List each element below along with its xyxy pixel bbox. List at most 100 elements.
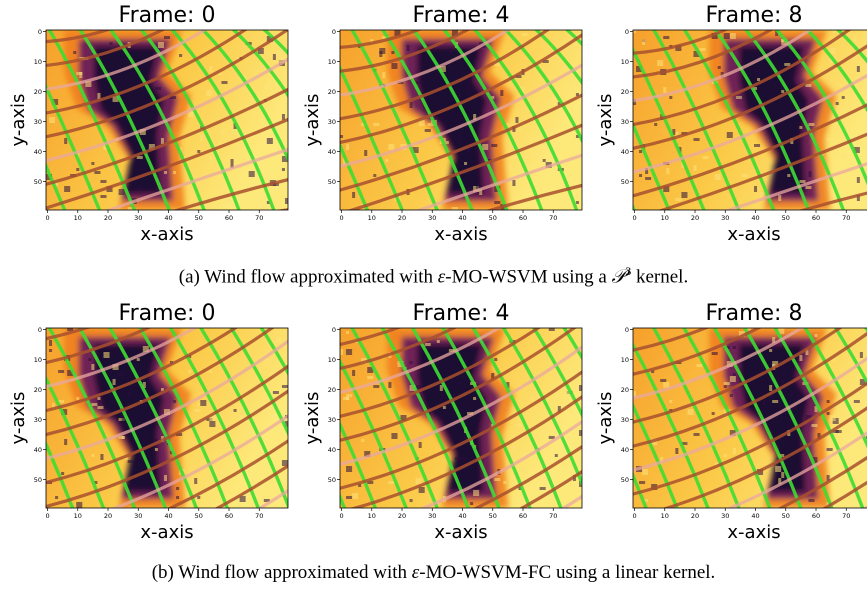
flow-line-pink	[633, 356, 867, 472]
speckle	[284, 484, 288, 490]
y-tick-label: 0	[332, 326, 336, 334]
panel-title: Frame: 8	[706, 3, 803, 28]
speckle	[224, 198, 231, 204]
flow-line-brown	[633, 331, 867, 448]
caption-a-suffix: kernel.	[631, 266, 689, 288]
speckle	[663, 36, 670, 39]
speckle	[388, 382, 392, 388]
speckle	[660, 379, 667, 382]
speckle	[221, 472, 225, 475]
flow-lines	[633, 30, 867, 210]
speckle	[188, 370, 192, 373]
speckle	[772, 337, 776, 343]
speckle	[367, 376, 374, 379]
flow-line-brown	[633, 328, 762, 376]
speckle	[439, 385, 443, 391]
flow-line-green	[46, 83, 102, 210]
speckle	[394, 30, 401, 36]
speckle	[373, 385, 380, 388]
speckle	[714, 174, 721, 180]
speckle	[176, 487, 180, 490]
speckle	[275, 90, 282, 93]
speckle	[367, 367, 374, 373]
speckle	[427, 123, 431, 126]
flow-line-green	[47, 30, 137, 210]
speckle	[221, 81, 228, 84]
y-axis-label: y-axis	[302, 94, 323, 147]
speckle	[687, 409, 694, 415]
axes-frame	[45, 29, 289, 211]
speckle	[729, 394, 733, 397]
speckle	[451, 394, 455, 400]
x-tick-label: 70	[549, 512, 557, 520]
speckle	[557, 406, 561, 412]
speckle	[388, 144, 395, 150]
flow-line-brown	[349, 394, 582, 508]
y-tick-label: 10	[328, 356, 336, 364]
panel-title: Frame: 8	[706, 301, 803, 326]
flow-line-pink	[724, 162, 867, 210]
speckle	[723, 382, 730, 385]
x-tick-label: 50	[489, 214, 497, 222]
speckle	[711, 412, 715, 415]
speckle	[548, 129, 555, 132]
speckle	[554, 454, 558, 457]
speckle	[754, 186, 758, 192]
speckle	[239, 415, 246, 421]
speckle	[272, 54, 276, 60]
speckle	[512, 180, 516, 186]
speckle	[473, 397, 477, 400]
x-tick-label: 70	[255, 214, 263, 222]
speckle	[633, 391, 637, 397]
flow-line-green	[259, 328, 288, 377]
speckle	[660, 457, 664, 463]
x-tick-label: 50	[195, 512, 203, 520]
flow-line-green	[78, 30, 171, 210]
flow-line-pink	[257, 488, 288, 508]
speckle	[654, 123, 658, 126]
speckle	[805, 186, 812, 189]
flow-line-brown	[46, 30, 166, 67]
speckle	[856, 195, 860, 201]
speckle	[418, 442, 422, 448]
speckle	[233, 439, 240, 442]
flow-line-brown	[340, 33, 582, 145]
speckle	[467, 412, 474, 415]
speckle	[163, 475, 167, 481]
x-axis-label: x-axis	[727, 522, 780, 543]
x-tick-label: 10	[368, 214, 376, 222]
speckle	[796, 394, 800, 400]
speckle	[536, 478, 543, 481]
x-tick-label: 10	[661, 512, 669, 520]
speckle	[808, 171, 812, 177]
speckle	[49, 117, 56, 123]
speckle	[491, 144, 498, 147]
speckle	[826, 412, 830, 415]
axes-frame	[632, 29, 867, 211]
speckle	[530, 397, 534, 400]
speckle	[515, 207, 519, 210]
speckle	[518, 487, 522, 490]
speckle	[97, 397, 101, 400]
y-tick-label: 20	[328, 386, 336, 394]
x-tick-label: 70	[549, 214, 557, 222]
flow-line-brown	[822, 480, 867, 508]
speckle	[554, 421, 561, 427]
flow-lines	[46, 328, 288, 508]
speckle	[811, 424, 818, 427]
speckle	[257, 48, 264, 54]
flow-line-pink	[46, 328, 198, 389]
speckle	[58, 400, 65, 403]
flow-line-brown	[340, 30, 422, 49]
caption-b-prefix: (b) Wind flow approximated with	[151, 562, 412, 583]
speckle	[148, 144, 155, 150]
speckle	[442, 406, 446, 409]
y-tick-label: 50	[34, 178, 42, 186]
panel-title: Frame: 0	[119, 3, 216, 28]
speckle	[340, 349, 344, 355]
speckle	[112, 96, 119, 102]
flow-lines	[340, 328, 582, 508]
flow-line-pink	[46, 57, 288, 163]
x-tick-label: 10	[368, 512, 376, 520]
x-axis-label: x-axis	[140, 522, 193, 543]
